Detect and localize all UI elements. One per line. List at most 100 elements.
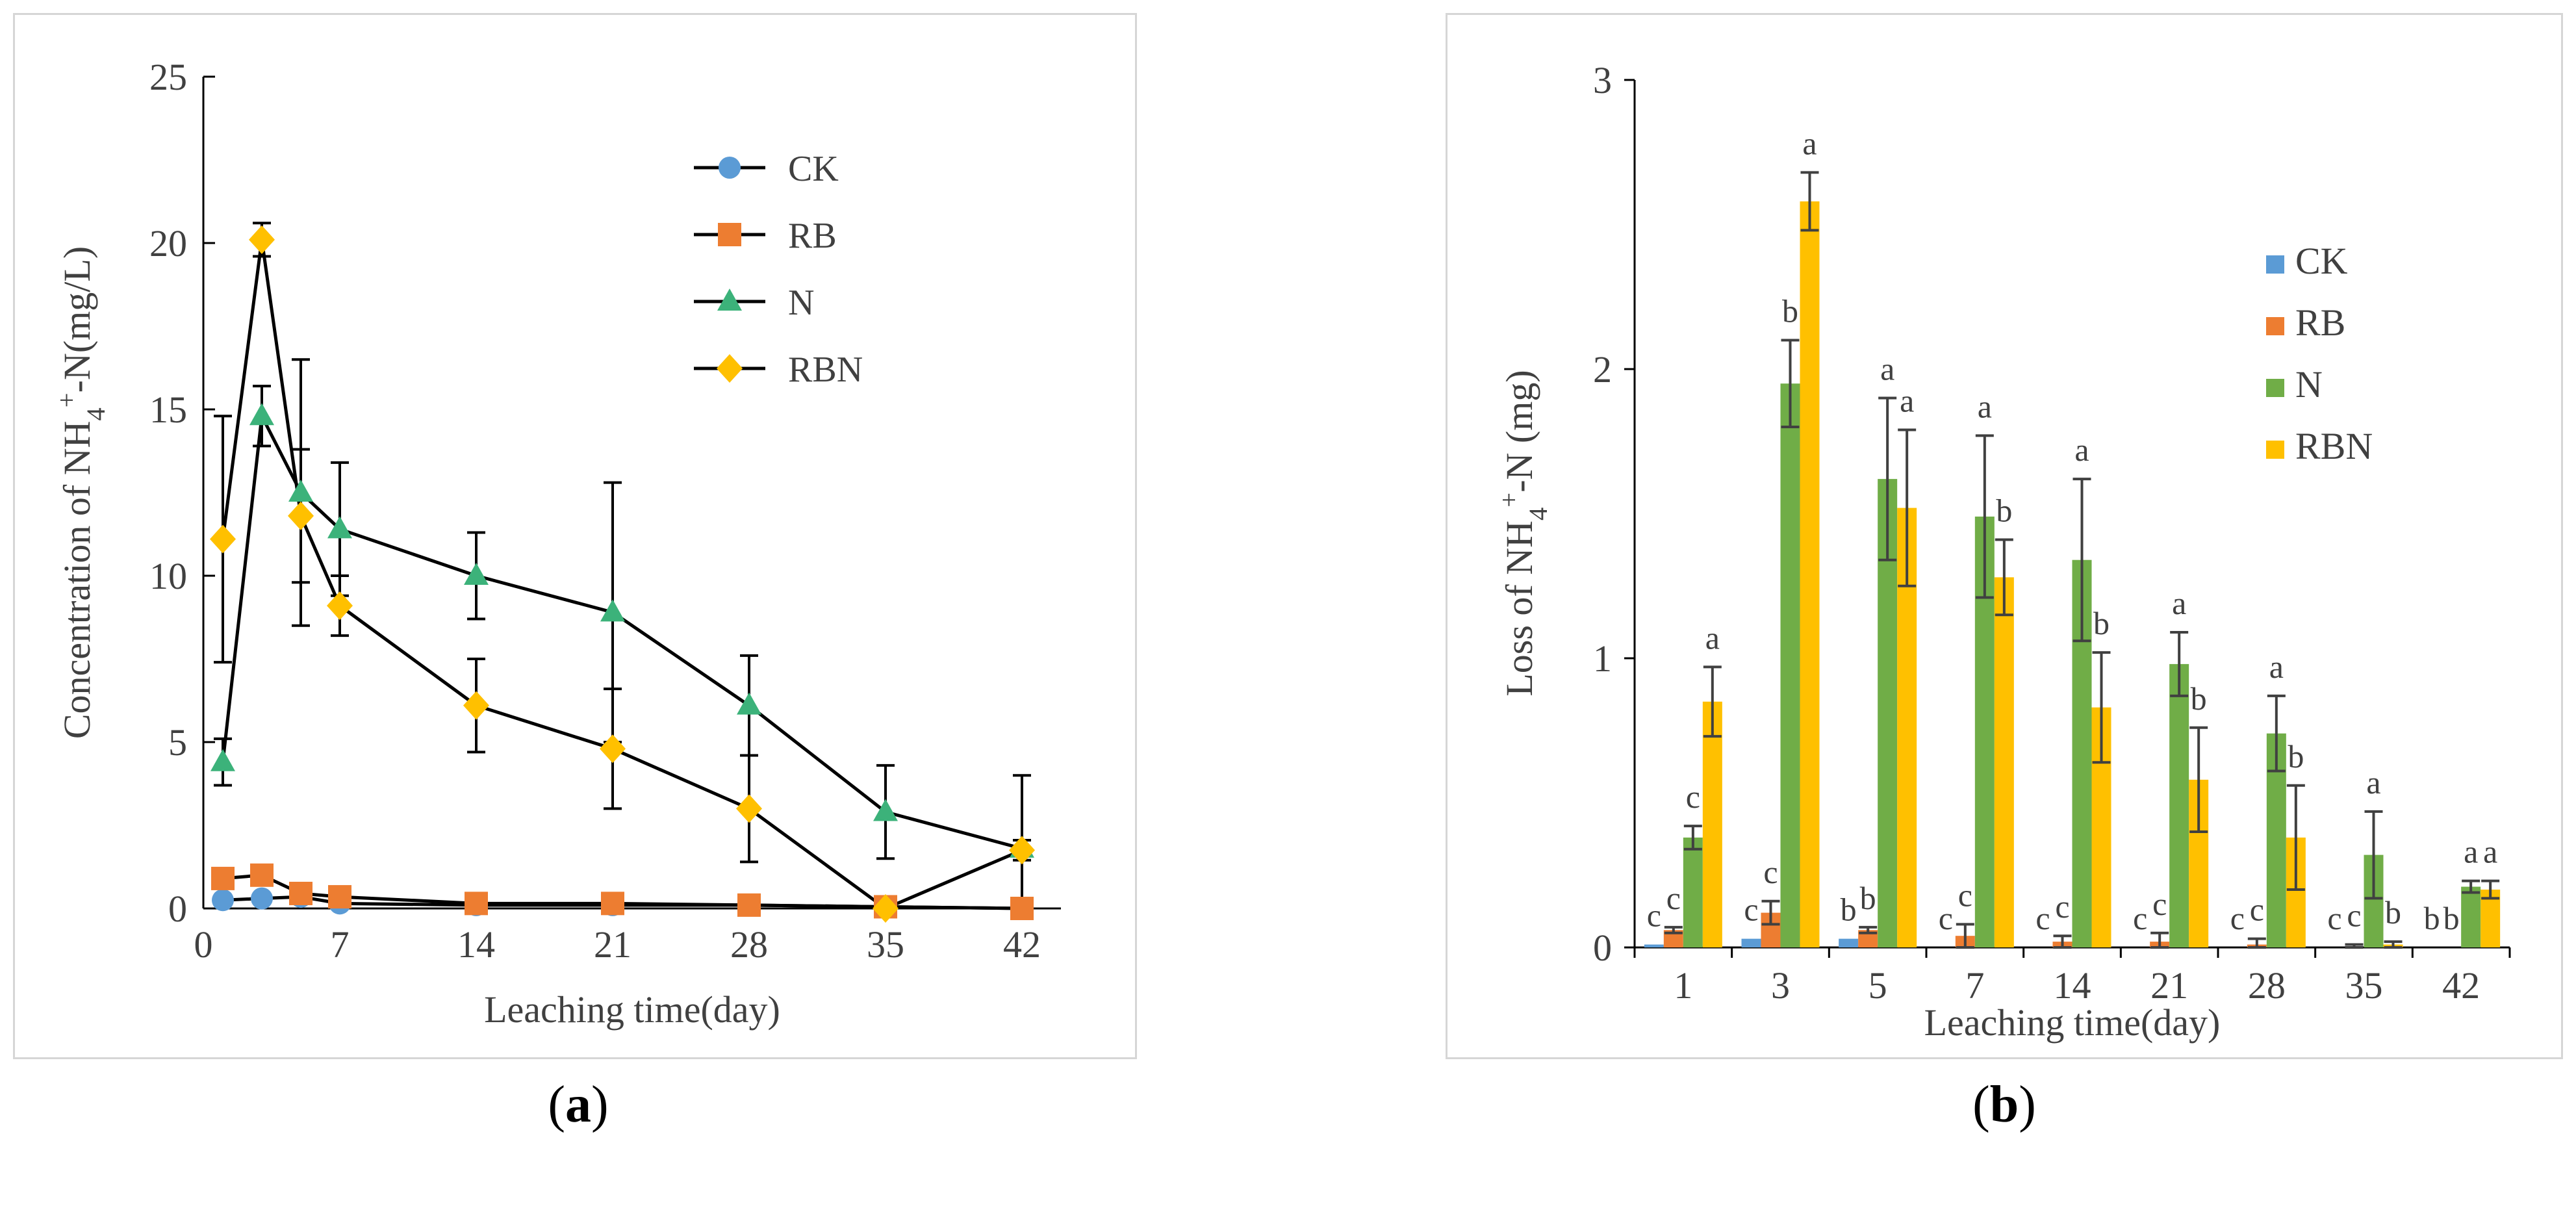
x-tick-label: 14 — [2054, 964, 2091, 1007]
legend-label: CK — [788, 149, 839, 189]
bar-n — [1780, 383, 1800, 947]
y-tick-label: 25 — [149, 56, 187, 98]
data-point-n — [600, 599, 625, 622]
data-point-n — [464, 563, 489, 585]
y-tick-label: 1 — [1593, 637, 1612, 680]
y-axis-label-superscript: + — [1494, 493, 1524, 508]
data-point-rb — [328, 885, 351, 909]
panel-caption-a: (a) — [548, 1076, 609, 1133]
significance-letter: b — [2093, 605, 2110, 641]
data-point-rbn — [873, 894, 899, 923]
x-tick-label: 28 — [2248, 964, 2286, 1007]
significance-letter: c — [1666, 880, 1681, 916]
x-tick-label: 35 — [2345, 964, 2383, 1007]
legend-label: RBN — [2295, 425, 2373, 467]
x-tick-label: 42 — [2442, 964, 2480, 1007]
data-point-rbn — [736, 794, 762, 823]
significance-letter: a — [1978, 388, 1992, 424]
x-axis-label: Leaching time(day) — [484, 988, 780, 1031]
significance-letter: b — [1782, 293, 1798, 329]
bar-rbn — [1702, 701, 1722, 947]
data-point-rb — [289, 881, 312, 905]
significance-letter: a — [2269, 649, 2284, 685]
significance-letter: c — [2035, 900, 2050, 936]
chart-panel-b: 0 1 2 3 1 3 5 7 14 21 28 35 42 Leaching time(day) Loss… — [1446, 13, 2563, 1059]
series-line-rbn — [221, 239, 1023, 910]
y-tick-label: 5 — [168, 721, 187, 764]
significance-letter: c — [1744, 892, 1758, 928]
significance-letter: b — [2288, 738, 2304, 775]
significance-letter: c — [1939, 900, 1953, 936]
significance-letter: b — [2424, 900, 2440, 936]
chart-panel-a: 0 5 10 15 20 25 0 7 14 21 28 35 42 Leaching time(day)… — [13, 13, 1137, 1059]
markers-n — [210, 403, 1034, 858]
data-point-rbn — [327, 591, 353, 621]
data-point-rbn — [249, 225, 275, 254]
bar-ck — [1839, 938, 1859, 947]
data-point-rb — [737, 893, 761, 917]
x-tick-label: 21 — [2150, 964, 2188, 1007]
bar-n — [2461, 886, 2481, 947]
legend-swatch-rbn — [2266, 441, 2284, 459]
x-axis-label: Leaching time(day) — [1924, 1001, 2221, 1044]
legend-marker-ck — [719, 157, 741, 179]
significance-letter: a — [1802, 125, 1817, 161]
legend-marker-n — [717, 289, 742, 311]
significance-letter: c — [1647, 897, 1661, 934]
x-tick-label: 14 — [457, 923, 495, 966]
line-chart: 0 5 10 15 20 25 0 7 14 21 28 35 42 Leaching time(day)… — [52, 56, 1061, 1031]
series-n — [214, 358, 1031, 910]
y-axis-label-superscript: + — [52, 392, 81, 407]
significance-letter: b — [2385, 894, 2401, 931]
data-point-rb — [465, 892, 488, 916]
significance-letter: c — [1686, 778, 1700, 815]
legend-label: RB — [788, 216, 837, 256]
bar-ck — [1644, 944, 1664, 947]
x-tick-label: 5 — [1868, 964, 1887, 1007]
panel-caption-b: (b) — [1972, 1076, 2036, 1133]
significance-letter: a — [1705, 619, 1720, 656]
panel-caption-b-letter: b — [1989, 1076, 2019, 1133]
bar-rbn — [1994, 577, 2014, 947]
bar-rbn — [1800, 201, 1820, 947]
significance-letter: a — [2172, 585, 2186, 621]
data-point-n — [873, 799, 898, 821]
data-point-rbn — [288, 501, 314, 530]
data-point-rb — [601, 892, 624, 916]
data-point-rbn — [600, 734, 626, 764]
y-axis-label: Concentration of NH4+-N(mg/L) — [52, 246, 110, 739]
legend-marker-rb — [718, 223, 741, 246]
y-tick-label: 2 — [1593, 348, 1612, 391]
significance-letter: a — [2464, 834, 2478, 870]
significance-letter: c — [2347, 897, 2361, 934]
significance-letter: c — [2055, 888, 2069, 925]
x-tick-label: 3 — [1771, 964, 1790, 1007]
significance-letter: a — [1880, 351, 1894, 387]
significance-letter: a — [2483, 834, 2497, 870]
significance-letter: c — [2250, 892, 2264, 928]
significance-letter: a — [2366, 764, 2380, 801]
bar-n — [2169, 663, 2189, 947]
y-tick-label: 0 — [1593, 927, 1612, 969]
legend-swatch-rb — [2266, 317, 2284, 335]
y-axis-label-subscript: 4 — [81, 407, 110, 420]
legend-label: RB — [2295, 302, 2345, 344]
series-rb: ccb c c c c c b — [1663, 854, 2460, 949]
legend-label: CK — [2295, 240, 2348, 282]
data-point-rb — [211, 866, 235, 890]
x-tick-label: 21 — [594, 923, 631, 966]
y-axis-label: Loss of NH4+-N (mg) — [1494, 370, 1553, 696]
bar-n — [1683, 837, 1703, 947]
significance-letter: c — [2230, 900, 2245, 936]
legend-label: N — [2295, 363, 2323, 405]
data-point-rbn — [210, 524, 236, 554]
series-rbn — [214, 222, 1031, 910]
y-axis-label-prefix: Concentration of NH — [56, 421, 98, 739]
legend-swatch-n — [2266, 379, 2284, 397]
data-point-rb — [250, 863, 274, 887]
data-point-n — [210, 749, 235, 771]
significance-letter: c — [1958, 877, 1972, 913]
